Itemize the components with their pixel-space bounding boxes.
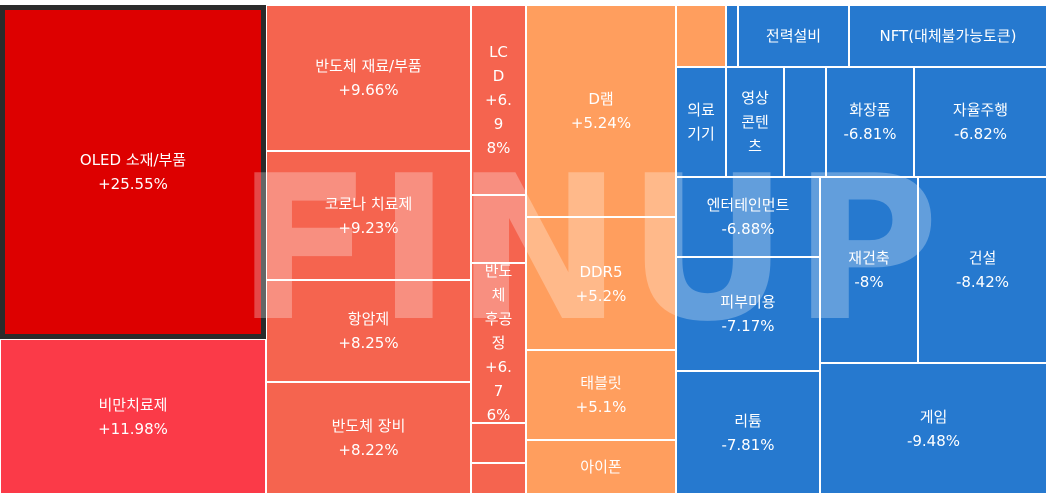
tile-label: DDR5 (579, 262, 623, 281)
treemap-tile[interactable]: NFT(대체불가능토큰) (849, 5, 1047, 67)
tile-label: 비만치료제 (98, 395, 168, 414)
tile-value: +5.24% (570, 114, 632, 132)
tile-label: NFT(대체불가능토큰) (879, 27, 1017, 45)
tile-label: 건설 (968, 249, 997, 267)
treemap-tile[interactable]: 게임 -9.48% (820, 363, 1047, 494)
tile-value: +6.98% (485, 91, 512, 157)
tile-label: D램 (588, 90, 614, 108)
tile-value: +5.2% (575, 286, 627, 305)
treemap-tile[interactable]: 반도체 후공정 +6.76% (471, 263, 526, 423)
treemap-tile[interactable]: DDR5 +5.2% (526, 217, 676, 350)
tile-label: 화장품 (849, 101, 891, 119)
tile-label: 전력설비 (765, 27, 822, 45)
tile-value: -7.81% (721, 435, 775, 454)
treemap-tile[interactable]: 비만치료제 +11.98% (0, 339, 266, 494)
treemap-tile[interactable]: 태블릿 +5.1% (526, 350, 676, 440)
tile-label: 의료기기 (687, 101, 715, 143)
treemap-tile[interactable]: 전력설비 (738, 5, 849, 67)
treemap-tile[interactable]: 건설 -8.42% (918, 177, 1047, 363)
tile-value: -6.88% (721, 220, 775, 238)
treemap-tile[interactable]: 아이폰 (526, 440, 676, 494)
tile-label: 재건축 (848, 249, 890, 267)
tile-value: +5.1% (575, 398, 627, 416)
tile-label: 게임 (919, 407, 948, 426)
treemap-tile[interactable]: LCD +6.98% (471, 5, 526, 195)
tile-value: -7.17% (721, 317, 775, 335)
treemap-tile[interactable] (784, 67, 826, 177)
tile-label: 아이폰 (580, 458, 622, 476)
tile-value: -8% (854, 273, 884, 291)
treemap-tile[interactable] (471, 463, 526, 494)
tile-label: 피부미용 (720, 293, 776, 311)
treemap-tile[interactable]: 반도체 재료/부품 +9.66% (266, 5, 471, 151)
treemap-tile[interactable]: 자율주행 -6.82% (914, 67, 1047, 177)
treemap-tile[interactable] (471, 423, 526, 463)
tile-label: 반도체 후공정 (484, 263, 513, 352)
tile-label: 엔터테인먼트 (706, 196, 790, 214)
treemap-tile[interactable]: 리튬 -7.81% (676, 371, 820, 494)
tile-label: 항암제 (347, 310, 390, 328)
tile-label: LCD (489, 43, 508, 85)
tile-label: 코로나 치료제 (324, 194, 413, 213)
tile-label: 자율주행 (952, 101, 1009, 119)
tile-value: +11.98% (98, 419, 168, 438)
tile-value: +8.22% (338, 441, 399, 459)
treemap-tile[interactable]: 피부미용 -7.17% (676, 257, 820, 371)
treemap-tile[interactable]: D램 +5.24% (526, 5, 676, 217)
tile-value: +8.25% (338, 334, 399, 352)
tile-label: 태블릿 (580, 374, 622, 392)
tile-label: 반도체 재료/부품 (315, 57, 422, 75)
treemap-tile[interactable] (471, 195, 526, 263)
tile-label: 반도체 장비 (331, 417, 406, 435)
tile-value: +6.76% (485, 358, 512, 423)
treemap-tile[interactable]: OLED 소재/부품 +25.55% (0, 5, 266, 339)
treemap-tile[interactable] (726, 5, 738, 67)
tile-value: -8.42% (955, 273, 1010, 291)
tile-value: +9.23% (338, 218, 399, 237)
treemap-tile[interactable]: 의료기기 (676, 67, 726, 177)
treemap-tile[interactable]: 영상콘텐츠 (726, 67, 784, 177)
tile-label: OLED 소재/부품 (79, 151, 187, 169)
treemap-tile[interactable]: 항암제 +8.25% (266, 280, 471, 382)
tile-value: +9.66% (338, 81, 399, 99)
treemap-tile[interactable]: 재건축 -8% (820, 177, 918, 363)
tile-value: +25.55% (98, 175, 168, 193)
treemap-tile[interactable]: 엔터테인먼트 -6.88% (676, 177, 820, 257)
treemap-tile[interactable]: 반도체 장비 +8.22% (266, 382, 471, 494)
tile-value: -9.48% (906, 431, 961, 450)
tile-label: 리튬 (734, 411, 762, 430)
treemap-tile[interactable]: 화장품 -6.81% (826, 67, 914, 177)
tile-value: -6.82% (953, 125, 1008, 143)
tile-label: 영상콘텐츠 (741, 89, 769, 155)
tile-value: -6.81% (843, 125, 897, 143)
treemap-tile[interactable]: 코로나 치료제 +9.23% (266, 151, 471, 280)
treemap-tile[interactable] (676, 5, 726, 67)
